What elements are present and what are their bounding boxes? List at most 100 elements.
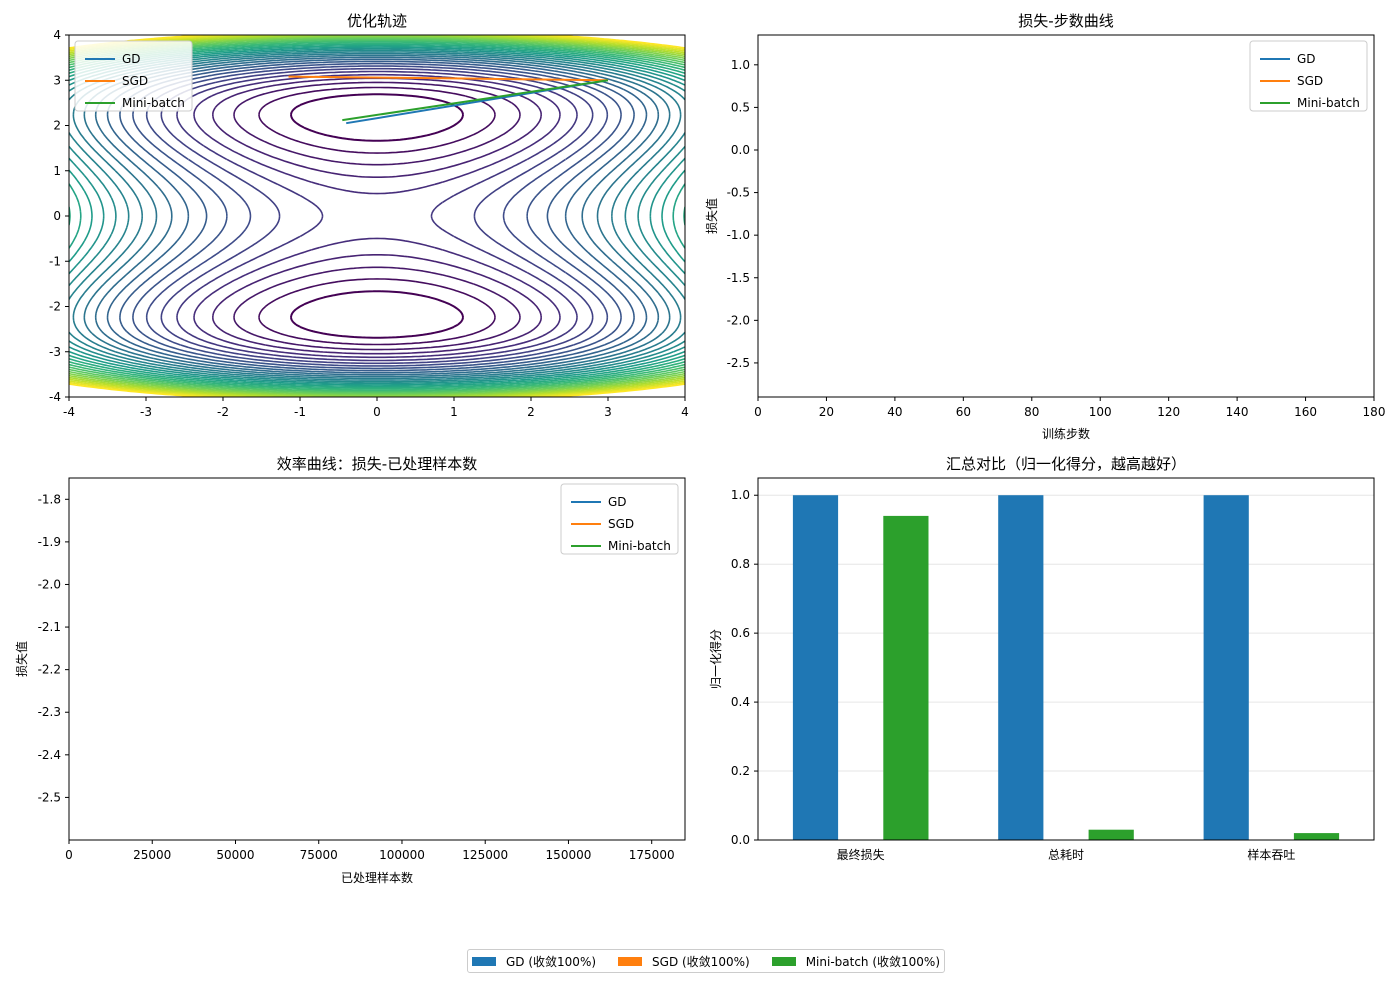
- efficiency-xtick-label: 175000: [629, 848, 675, 862]
- summary-bar-gd: [998, 495, 1044, 840]
- trajectory-series-mini-batch: [342, 79, 609, 122]
- efficiency-ytick-label: -2.3: [38, 705, 61, 719]
- summary-bar-gd: [792, 495, 839, 840]
- trajectory-ytick-label: -4: [49, 390, 61, 404]
- trajectory-xtick-label: 3: [604, 405, 612, 419]
- loss-ytick-label: 0.5: [731, 100, 750, 114]
- trajectory-xtick-label: -3: [140, 405, 152, 419]
- loss-xtick-label: 140: [1226, 405, 1249, 419]
- summary-ytick-label: 0.6: [731, 626, 750, 640]
- contour-level-line: [233, 81, 521, 351]
- contour-level-line: [69, 46, 685, 386]
- trajectory-legend-label-sgd: SGD: [122, 74, 148, 88]
- loss-ylabel: 损失值: [704, 198, 719, 234]
- efficiency-xtick-label: 100000: [379, 848, 425, 862]
- summary-ytick-label: 0.0: [731, 833, 750, 847]
- efficiency-ytick-label: -2.5: [38, 790, 61, 804]
- figure-legend-swatch-gd: [472, 956, 496, 966]
- contour-level-line: [94, 56, 660, 376]
- loss-ytick-label: -1.5: [727, 271, 750, 285]
- summary-panel: 最终损失 总耗时 样本吞吐 0.0 0.2 0.4 0.6 0.8 1.0 汇总对比（归一化得分，…: [708, 455, 1375, 862]
- loss-legend-label-sgd: SGD: [1297, 74, 1323, 88]
- loss-xtick-label: 100: [1089, 405, 1112, 419]
- contour-level-line: [69, 35, 685, 397]
- loss-ytick-label: -0.5: [727, 186, 750, 200]
- efficiency-ylabel: 损失值: [14, 641, 29, 677]
- efficiency-xtick-label: 125000: [462, 848, 508, 862]
- efficiency-ytick-label: -2.0: [38, 577, 61, 591]
- trajectory-xtick-label: -2: [217, 405, 229, 419]
- figure-legend-item-minibatch: Mini-batch (收敛100%): [771, 953, 941, 970]
- loss-xlabel: 训练步数: [1042, 426, 1090, 441]
- efficiency-xtick-label: 0: [65, 848, 73, 862]
- loss-xtick-label: 160: [1294, 405, 1317, 419]
- trajectory-ytick-label: 2: [53, 119, 61, 133]
- summary-ytick-label: 1.0: [731, 488, 750, 502]
- summary-bar-mini-batch: [1293, 833, 1340, 840]
- contour-level-line: [290, 93, 464, 339]
- efficiency-xtick-label: 25000: [133, 848, 171, 862]
- trajectory-xtick-label: 2: [527, 405, 535, 419]
- contour-level-line: [69, 35, 685, 397]
- trajectory-ytick-label: 3: [53, 73, 61, 87]
- loss-title: 损失-步数曲线: [1018, 12, 1113, 30]
- summary-plot-area: [758, 478, 1374, 840]
- trajectory-ytick-label: 0: [53, 209, 61, 223]
- contour-level-line: [193, 73, 561, 359]
- loss-xtick-label: 40: [887, 405, 902, 419]
- contour-level-line: [72, 52, 682, 380]
- efficiency-title: 效率曲线：损失-已处理样本数: [277, 455, 477, 473]
- summary-bar-mini-batch: [1088, 829, 1134, 840]
- figure-legend-label-gd: GD (收敛100%): [506, 954, 597, 969]
- contour-level-line: [83, 54, 671, 378]
- trajectory-title: 优化轨迹: [347, 12, 407, 30]
- trajectory-xtick-label: 0: [373, 405, 381, 419]
- efficiency-ytick-label: -2.4: [38, 748, 61, 762]
- summary-ytick-label: 0.8: [731, 557, 750, 571]
- trajectory-ytick-label: -1: [49, 254, 61, 268]
- summary-axes-frame: [757, 477, 1375, 841]
- trajectory-xtick-label: 1: [450, 405, 458, 419]
- summary-bar-mini-batch: [883, 515, 929, 840]
- figure-legend-item-sgd: SGD (收敛100%): [618, 953, 750, 970]
- loss-xtick-label: 120: [1157, 405, 1180, 419]
- figure-legend-label-minibatch: Mini-batch (收敛100%): [805, 954, 941, 969]
- efficiency-ytick-label: -2.1: [38, 620, 61, 634]
- trajectory-xtick-label: 4: [681, 405, 689, 419]
- trajectory-ytick-label: 4: [53, 28, 61, 42]
- efficiency-xtick-label: 75000: [300, 848, 338, 862]
- efficiency-legend-label-gd: GD: [608, 495, 627, 509]
- summary-title: 汇总对比（归一化得分，越高越好）: [946, 455, 1186, 473]
- efficiency-xtick-label: 50000: [216, 848, 254, 862]
- efficiency-xlabel: 已处理样本数: [341, 870, 413, 885]
- efficiency-xtick-label: 150000: [546, 848, 592, 862]
- contour-level-line: [69, 51, 685, 381]
- contour-level-line: [212, 77, 542, 355]
- efficiency-legend-label-sgd: SGD: [608, 517, 634, 531]
- trajectory-ytick-label: -2: [49, 300, 61, 314]
- contour-level-line: [258, 86, 496, 346]
- contour-group: [69, 35, 685, 397]
- loss-legend-label-mini-batch: Mini-batch: [1297, 96, 1360, 110]
- loss-ytick-label: -1.0: [727, 228, 750, 242]
- figure-legend-swatch-sgd: [618, 956, 643, 966]
- summary-ylabel: 归一化得分: [708, 629, 723, 689]
- loss-ytick-label: 0.0: [731, 143, 750, 157]
- trajectory-xtick-label: -1: [294, 405, 306, 419]
- efficiency-legend-label-mini-batch: Mini-batch: [608, 539, 671, 553]
- trajectory-ytick-label: 1: [53, 164, 61, 178]
- figure-legend-swatch-minibatch: [771, 956, 796, 966]
- efficiency-panel: 0 25000 50000 75000 100000 125000 150000 175000…: [14, 455, 686, 885]
- summary-category-label: 最终损失: [837, 847, 885, 862]
- summary-category-label: 样本吞吐: [1247, 847, 1295, 862]
- summary-ytick-label: 0.4: [731, 695, 750, 709]
- loss-xtick-label: 0: [754, 405, 762, 419]
- trajectory-legend-label-gd: GD: [122, 52, 141, 66]
- figure-legend: GD (收敛100%) SGD (收敛100%) Mini-batch (收敛1…: [467, 949, 946, 973]
- loss-ytick-label: 1.0: [731, 58, 750, 72]
- trajectory-series-sgd: [288, 75, 609, 82]
- loss-ytick-label: -2.5: [727, 356, 750, 370]
- summary-category-label: 总耗时: [1048, 848, 1084, 862]
- contour-level-line: [69, 35, 685, 397]
